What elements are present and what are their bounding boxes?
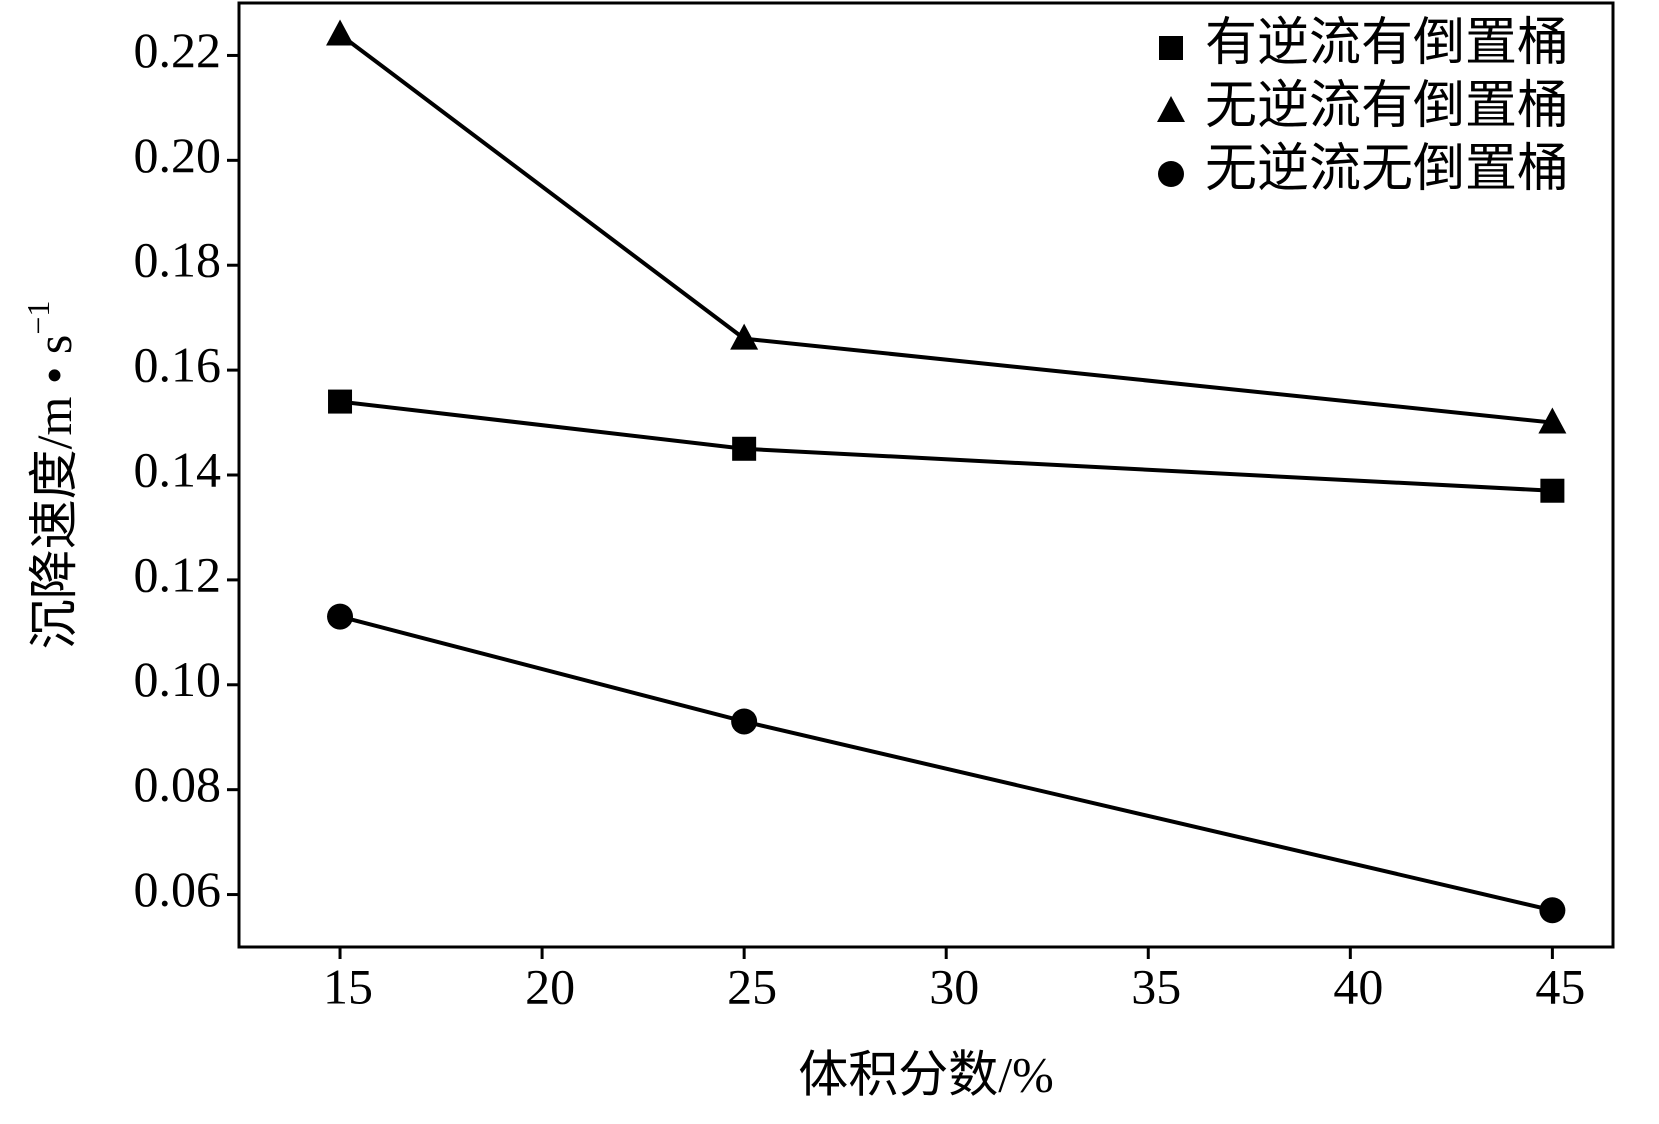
data-point [327,603,354,630]
y-axis-label: 沉降速度/m • s−1 [20,301,82,650]
y-tick-label: 0.12 [134,546,222,602]
legend-marker [1157,96,1185,122]
y-axis-label-text: 沉降速度/m • s [26,335,82,650]
legend-label: 无逆流无倒置桶 [1205,141,1569,198]
series-line [339,399,1553,493]
data-point [730,323,759,350]
y-tick-label: 0.06 [134,861,222,917]
x-tick-label: 25 [727,958,777,1014]
x-tick-label: 15 [323,958,373,1014]
x-tick-label: 40 [1333,958,1383,1014]
data-point [326,19,355,46]
series-line [339,614,1553,913]
x-tick-label: 30 [929,958,979,1014]
x-tick-label: 20 [525,958,575,1014]
x-tick-label: 45 [1535,958,1585,1014]
x-axis-label: 体积分数/% [798,1046,1054,1102]
legend-label: 无逆流有倒置桶 [1205,78,1569,135]
data-point [1538,407,1567,434]
x-tick-label: 35 [1131,958,1181,1014]
y-axis-label-superscript: −1 [20,301,56,335]
legend-label: 有逆流有倒置桶 [1205,15,1569,72]
data-point [732,436,757,461]
legend-marker [1159,36,1183,60]
y-tick-label: 0.22 [134,22,222,78]
y-tick-label: 0.10 [134,651,222,707]
y-tick-label: 0.08 [134,756,222,812]
data-point [731,708,758,735]
y-tick-label: 0.16 [134,337,222,393]
y-tick-label: 0.18 [134,232,222,288]
legend-marker [1158,161,1184,187]
data-point [328,389,353,414]
data-point [1539,897,1566,924]
y-tick-label: 0.14 [134,441,222,497]
data-point [1540,478,1565,503]
y-tick-label: 0.20 [134,127,222,183]
